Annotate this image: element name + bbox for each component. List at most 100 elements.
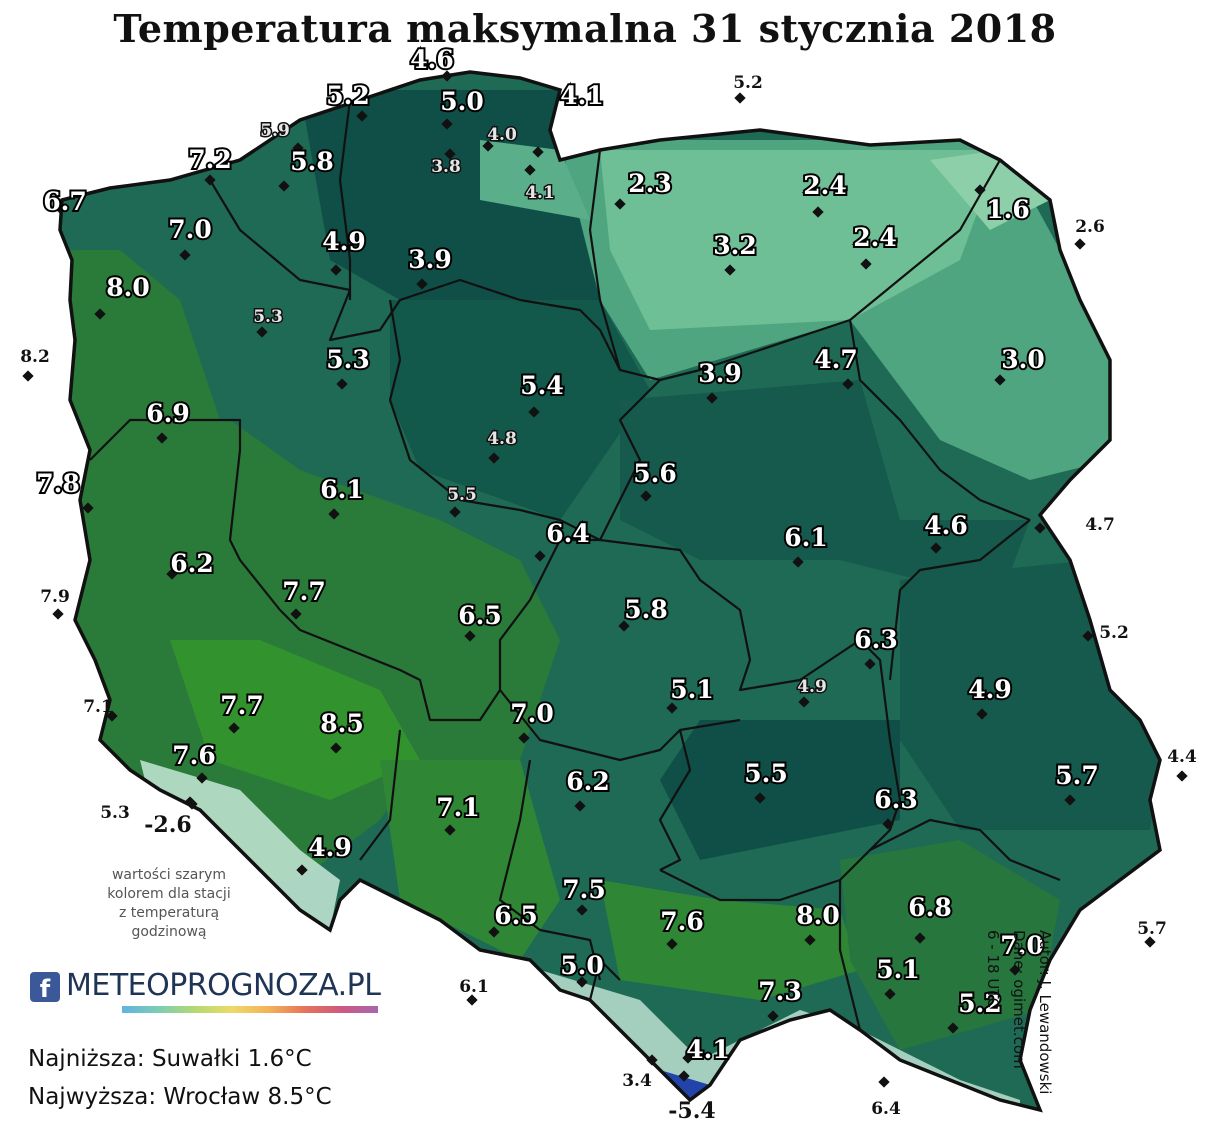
station-marker <box>798 696 810 708</box>
station-value: 4.0 <box>487 125 517 145</box>
station-marker <box>724 264 736 276</box>
station-value: 4.8 <box>487 429 517 449</box>
lowest-temperature: Najniższa: Suwałki 1.6°C <box>28 1046 312 1072</box>
station-marker <box>1074 238 1086 250</box>
station: 5.5 <box>446 484 478 518</box>
station-marker <box>52 608 64 620</box>
station-marker <box>330 742 342 754</box>
station-value: 4.1 <box>525 183 555 203</box>
station-value: 5.5 <box>447 485 477 505</box>
station-value: 4.9 <box>322 227 366 256</box>
facebook-icon[interactable]: f <box>30 972 60 1003</box>
map-title: Temperatura maksymalna 31 stycznia 2018 <box>113 6 1057 51</box>
station-value: 5.1 <box>670 675 714 704</box>
station: 5.2 <box>324 79 372 122</box>
station-value: 7.0 <box>510 699 554 728</box>
note-line: kolorem dla stacji <box>107 886 231 902</box>
station-value: 5.3 <box>100 803 130 823</box>
station: 4.1 <box>524 164 556 205</box>
station-marker <box>488 452 500 464</box>
station-value: 5.7 <box>1137 919 1167 939</box>
station-marker <box>488 926 500 938</box>
station-value: 4.9 <box>308 833 352 862</box>
station-value: 4.1 <box>560 81 604 110</box>
station-marker <box>278 180 290 192</box>
station: 4.9 <box>966 673 1014 720</box>
station-value: 6.1 <box>320 475 364 504</box>
station: 6.5 <box>456 599 504 642</box>
station-marker <box>179 249 191 261</box>
station-value: 4.7 <box>1085 515 1115 535</box>
station-value: 5.8 <box>624 595 668 624</box>
station-marker <box>864 658 876 670</box>
station-marker <box>196 772 208 784</box>
station-value: -5.4 <box>668 1098 715 1124</box>
station-marker <box>416 278 428 290</box>
station-marker <box>1082 630 1094 642</box>
station: 7.1 <box>434 791 482 836</box>
station-marker <box>1009 964 1021 976</box>
station-value: 6.5 <box>494 901 538 930</box>
note-line: godzinową <box>131 924 207 940</box>
station: 7.0 <box>508 697 556 744</box>
station: 2.6 <box>1074 217 1105 250</box>
station: 5.7 <box>1137 919 1167 948</box>
station-value: 8.2 <box>20 347 50 367</box>
station-value: 4.4 <box>1167 747 1197 767</box>
station-value: 6.2 <box>566 767 610 796</box>
station: 3.8 <box>430 148 462 179</box>
station-value: 6.9 <box>146 399 190 428</box>
credit-author: Autor: J. Lewandowski <box>1036 930 1054 1095</box>
station-marker <box>682 1052 694 1064</box>
station-value: 4.7 <box>814 345 858 374</box>
station-marker <box>328 508 340 520</box>
station-marker <box>466 994 478 1006</box>
station-value: 5.3 <box>326 345 370 374</box>
meteoprognoza-logo[interactable]: f METEOPROGNOZA.PL <box>30 968 381 1020</box>
station-marker <box>930 542 942 554</box>
station-marker <box>576 904 588 916</box>
station-marker <box>330 264 342 276</box>
station-marker <box>646 1054 658 1066</box>
station: 8.2 <box>20 347 50 382</box>
station-value: 6.1 <box>784 523 828 552</box>
station-value: 5.4 <box>520 371 564 400</box>
station-marker <box>974 184 986 196</box>
station: 1.6 <box>974 184 1032 226</box>
station: 4.0 <box>482 124 518 152</box>
station: 4.7 <box>1034 515 1115 535</box>
station-value: 3.0 <box>1001 345 1045 374</box>
station-marker <box>878 1076 890 1088</box>
station-value: 7.2 <box>188 145 232 174</box>
station: 4.4 <box>1167 747 1197 782</box>
station: 4.9 <box>796 676 828 708</box>
station-marker <box>186 798 198 810</box>
station: 8.5 <box>318 707 366 754</box>
station: 5.2 <box>733 73 763 104</box>
station-value: 7.5 <box>562 875 606 904</box>
station-marker <box>296 864 308 876</box>
station-marker <box>976 708 988 720</box>
note-line: z temperaturą <box>118 905 220 921</box>
station: 4.8 <box>486 428 518 464</box>
station-value: 5.7 <box>1055 761 1099 790</box>
station-marker <box>256 326 268 338</box>
station: 7.7 <box>218 689 266 734</box>
station-value: 3.4 <box>622 1071 652 1091</box>
station-marker <box>292 142 304 154</box>
station: -2.6 <box>144 798 198 838</box>
station-value: 5.2 <box>1099 623 1129 643</box>
station: 5.9 <box>259 120 304 154</box>
station-marker <box>767 1010 779 1022</box>
station-value: 2.3 <box>628 169 672 198</box>
station-marker <box>618 620 630 632</box>
station-value: 6.5 <box>458 601 502 630</box>
station: 5.6 <box>631 457 679 502</box>
station: 5.0 <box>438 85 486 130</box>
station: 4.1 <box>682 1033 732 1066</box>
station-marker <box>449 506 461 518</box>
station-marker <box>524 164 536 176</box>
station: 4.6 <box>922 509 970 554</box>
station-value: 7.1 <box>83 697 113 717</box>
gray-values-note: wartości szarym kolorem dla stacji z tem… <box>84 866 254 942</box>
